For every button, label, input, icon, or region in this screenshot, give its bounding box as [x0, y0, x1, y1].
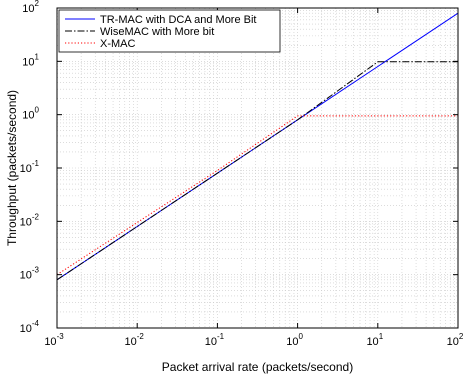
x-tick-label: 10-1 [205, 332, 225, 348]
x-tick-label: 10-2 [125, 332, 145, 348]
series-lines [56, 12, 459, 281]
x-tick-label: 101 [366, 332, 383, 348]
y-tick-label: 10-1 [20, 159, 40, 175]
y-tick-label: 102 [22, 0, 39, 15]
legend-label: X-MAC [100, 38, 136, 50]
y-tick-label: 10-4 [20, 319, 40, 335]
x-tick-label: 10-3 [44, 332, 64, 348]
grid [57, 8, 458, 328]
y-tick-label: 10-2 [20, 212, 40, 228]
y-axis-label: Throughput (packets/second) [5, 90, 19, 246]
y-tick-label: 101 [22, 52, 39, 68]
y-tick-label: 100 [22, 106, 39, 122]
y-tick-label: 10-3 [20, 266, 40, 282]
legend-box [58, 9, 281, 53]
x-axis-label: Packet arrival rate (packets/second) [162, 360, 353, 374]
series-line-3 [56, 115, 458, 276]
axis-ticks: 10-3 10-2 10-1 100 101 10210-410-310-210-1100… [20, 0, 464, 348]
series-line-2 [56, 61, 458, 281]
legend-label: WiseMAC with More bit [100, 26, 214, 38]
legend-label: TR-MAC with DCA and More Bit [100, 14, 256, 26]
x-tick-label: 102 [447, 332, 464, 348]
x-tick-label: 100 [286, 332, 303, 348]
